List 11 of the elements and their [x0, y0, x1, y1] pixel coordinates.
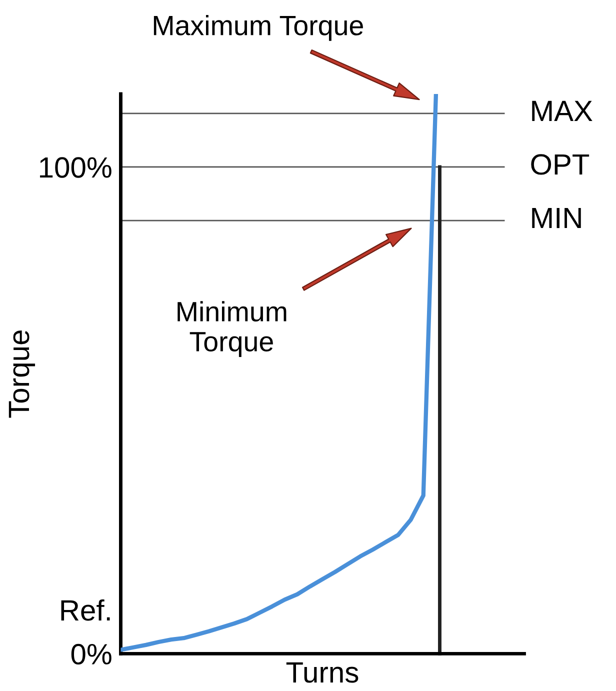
- y-tick-label: 100%: [40, 157, 112, 178]
- annotation: Minimum Torque: [178, 301, 286, 357]
- text: Maximum Torque: [154, 14, 363, 41]
- x-axis-title: Turns: [286, 662, 358, 683]
- ref-line-label: OPT: [531, 154, 590, 175]
- y-axis-title: Torque: [8, 330, 36, 418]
- y-tick-label: Ref.: [61, 599, 110, 621]
- y-tick-label: 0%: [71, 644, 112, 665]
- ref-line-label: MAX: [532, 100, 592, 121]
- ref-line-label: MIN: [532, 208, 581, 228]
- line-series: [120, 94, 438, 652]
